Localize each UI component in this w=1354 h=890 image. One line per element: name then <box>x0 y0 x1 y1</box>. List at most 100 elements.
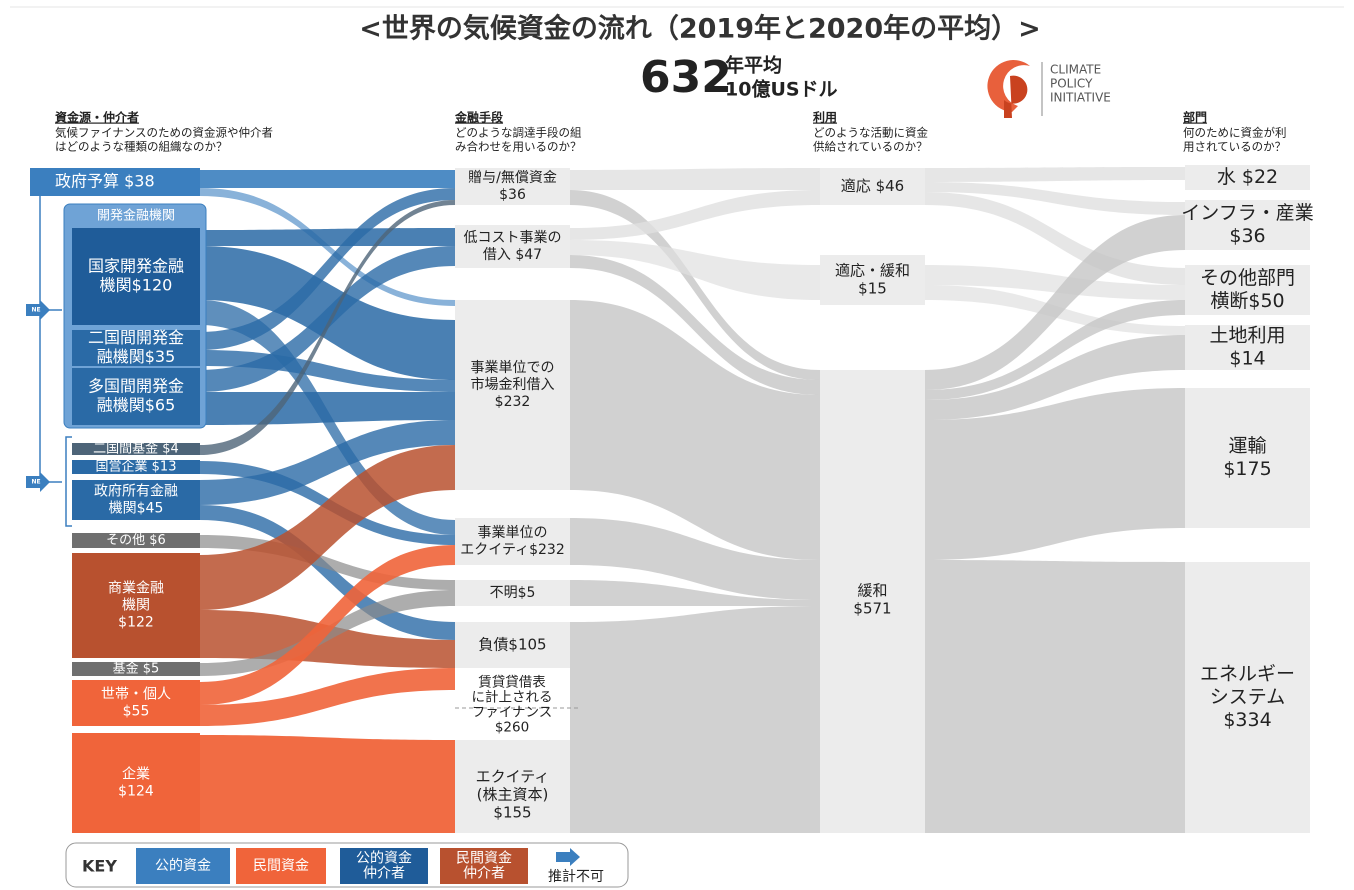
balance-sheet-label: ファイナンス <box>472 705 552 721</box>
group-label: 開発金融機関 <box>97 208 175 224</box>
column-heading: 資金源・仲介者 <box>55 110 139 125</box>
node-label: 政府予算 $38 <box>55 172 155 191</box>
node-label: $14 <box>1229 347 1265 369</box>
node-label: $571 <box>853 600 891 618</box>
logo-text: CLIMATE <box>1050 63 1101 77</box>
flow <box>570 518 820 600</box>
node <box>72 368 200 425</box>
ne-arrow <box>26 472 50 492</box>
node-label: エクイティ <box>476 768 550 786</box>
key-label: 公的資金 <box>155 858 211 874</box>
node-label: エクイティ$232 <box>460 542 565 558</box>
flow <box>570 240 820 300</box>
key-label: 民間資金 <box>456 851 512 867</box>
flow <box>200 246 455 392</box>
node-label: 国営企業 $13 <box>96 459 177 475</box>
node-label: $232 <box>495 394 531 410</box>
node <box>72 480 200 520</box>
flow <box>925 335 1185 420</box>
flow <box>200 420 455 505</box>
key-ne-icon <box>556 848 580 866</box>
logo-text: POLICY <box>1050 77 1093 91</box>
node <box>455 168 570 205</box>
key-label: 推計不可 <box>548 869 604 885</box>
node-label: 融機関$65 <box>97 396 176 415</box>
flow <box>570 606 820 833</box>
flow <box>200 668 455 726</box>
node <box>72 460 200 474</box>
logo-mark <box>1004 75 1028 118</box>
flow <box>200 445 455 610</box>
texts: <世界の気候資金の流れ（2019年と2020年の平均）> 632年平均10億USド… <box>31 13 1313 886</box>
node <box>72 533 200 548</box>
node-label: 負債$105 <box>478 636 546 654</box>
key-label: 仲介者 <box>363 866 405 882</box>
node-label: 政府所有金融 <box>94 484 178 500</box>
node-label: エネルギー <box>1200 663 1295 685</box>
flow <box>200 735 455 833</box>
total-value: 632 <box>640 52 732 103</box>
node-label: 国家開発金融 <box>88 256 184 275</box>
node <box>30 168 200 196</box>
node-label: 不明$5 <box>490 585 536 601</box>
node-label: 世帯・個人 <box>101 687 171 703</box>
flow <box>200 545 455 705</box>
node-label: 低コスト事業の <box>464 230 562 246</box>
key-label: 公的資金 <box>356 851 412 867</box>
flow <box>200 505 455 640</box>
node <box>820 168 925 205</box>
node <box>1185 388 1310 528</box>
node <box>455 622 570 668</box>
group-bracket <box>65 436 72 527</box>
node-label: 土地利用 <box>1209 325 1285 347</box>
title: <世界の気候資金の流れ（2019年と2020年の平均）> <box>359 13 1041 45</box>
flow <box>925 300 1185 400</box>
node <box>455 740 570 833</box>
node <box>72 330 200 366</box>
node-label: インフラ・産業 <box>1181 202 1313 224</box>
column-description: 用されているのか？ <box>1183 140 1286 154</box>
flow <box>570 190 820 240</box>
node <box>455 225 570 268</box>
flows <box>200 167 1185 833</box>
flow <box>925 265 1185 300</box>
balance-sheet-label: $260 <box>495 720 529 736</box>
node-label: 適応・緩和 <box>835 262 910 280</box>
node <box>1185 265 1310 315</box>
ne-bracket <box>39 196 62 483</box>
node <box>455 580 570 606</box>
node-label: 機関$120 <box>100 276 173 295</box>
key-swatch <box>340 848 428 884</box>
flow <box>200 170 455 188</box>
node-label: 市場金利借入 <box>471 376 555 393</box>
node-label: $55 <box>123 703 150 719</box>
node-label: $36 <box>1229 225 1265 247</box>
node-label: 運輸 <box>1228 435 1266 457</box>
column-description: 気候ファイナンスのための資金源や仲介者 <box>55 126 273 140</box>
node-label: 借入 $47 <box>483 247 542 263</box>
ne-label: NE <box>31 307 40 314</box>
node <box>72 443 200 455</box>
node <box>1185 200 1310 250</box>
node-label: 二国間開発金 <box>88 328 184 347</box>
flow <box>200 228 455 246</box>
node-label: 融機関$35 <box>97 347 176 366</box>
key-title: KEY <box>82 857 117 876</box>
node-label: 多国間開発金 <box>88 376 184 395</box>
node-label: $334 <box>1223 709 1271 731</box>
ne-arrow <box>26 300 50 320</box>
node-label: 水 $22 <box>1217 166 1278 188</box>
column-description: どのような活動に資金 <box>813 126 928 140</box>
column-heading: 部門 <box>1183 110 1207 125</box>
key-swatch <box>136 848 230 884</box>
node-label: 緩和 <box>857 582 887 600</box>
key-label: 仲介者 <box>463 866 505 882</box>
column-description: み合わせを用いるのか？ <box>455 140 582 154</box>
node-label: $36 <box>499 187 526 203</box>
flow <box>570 580 820 606</box>
node-label: 機関 <box>122 598 150 614</box>
flow <box>925 167 1185 182</box>
column-description: 供給されているのか？ <box>813 140 928 154</box>
flow <box>570 255 820 395</box>
